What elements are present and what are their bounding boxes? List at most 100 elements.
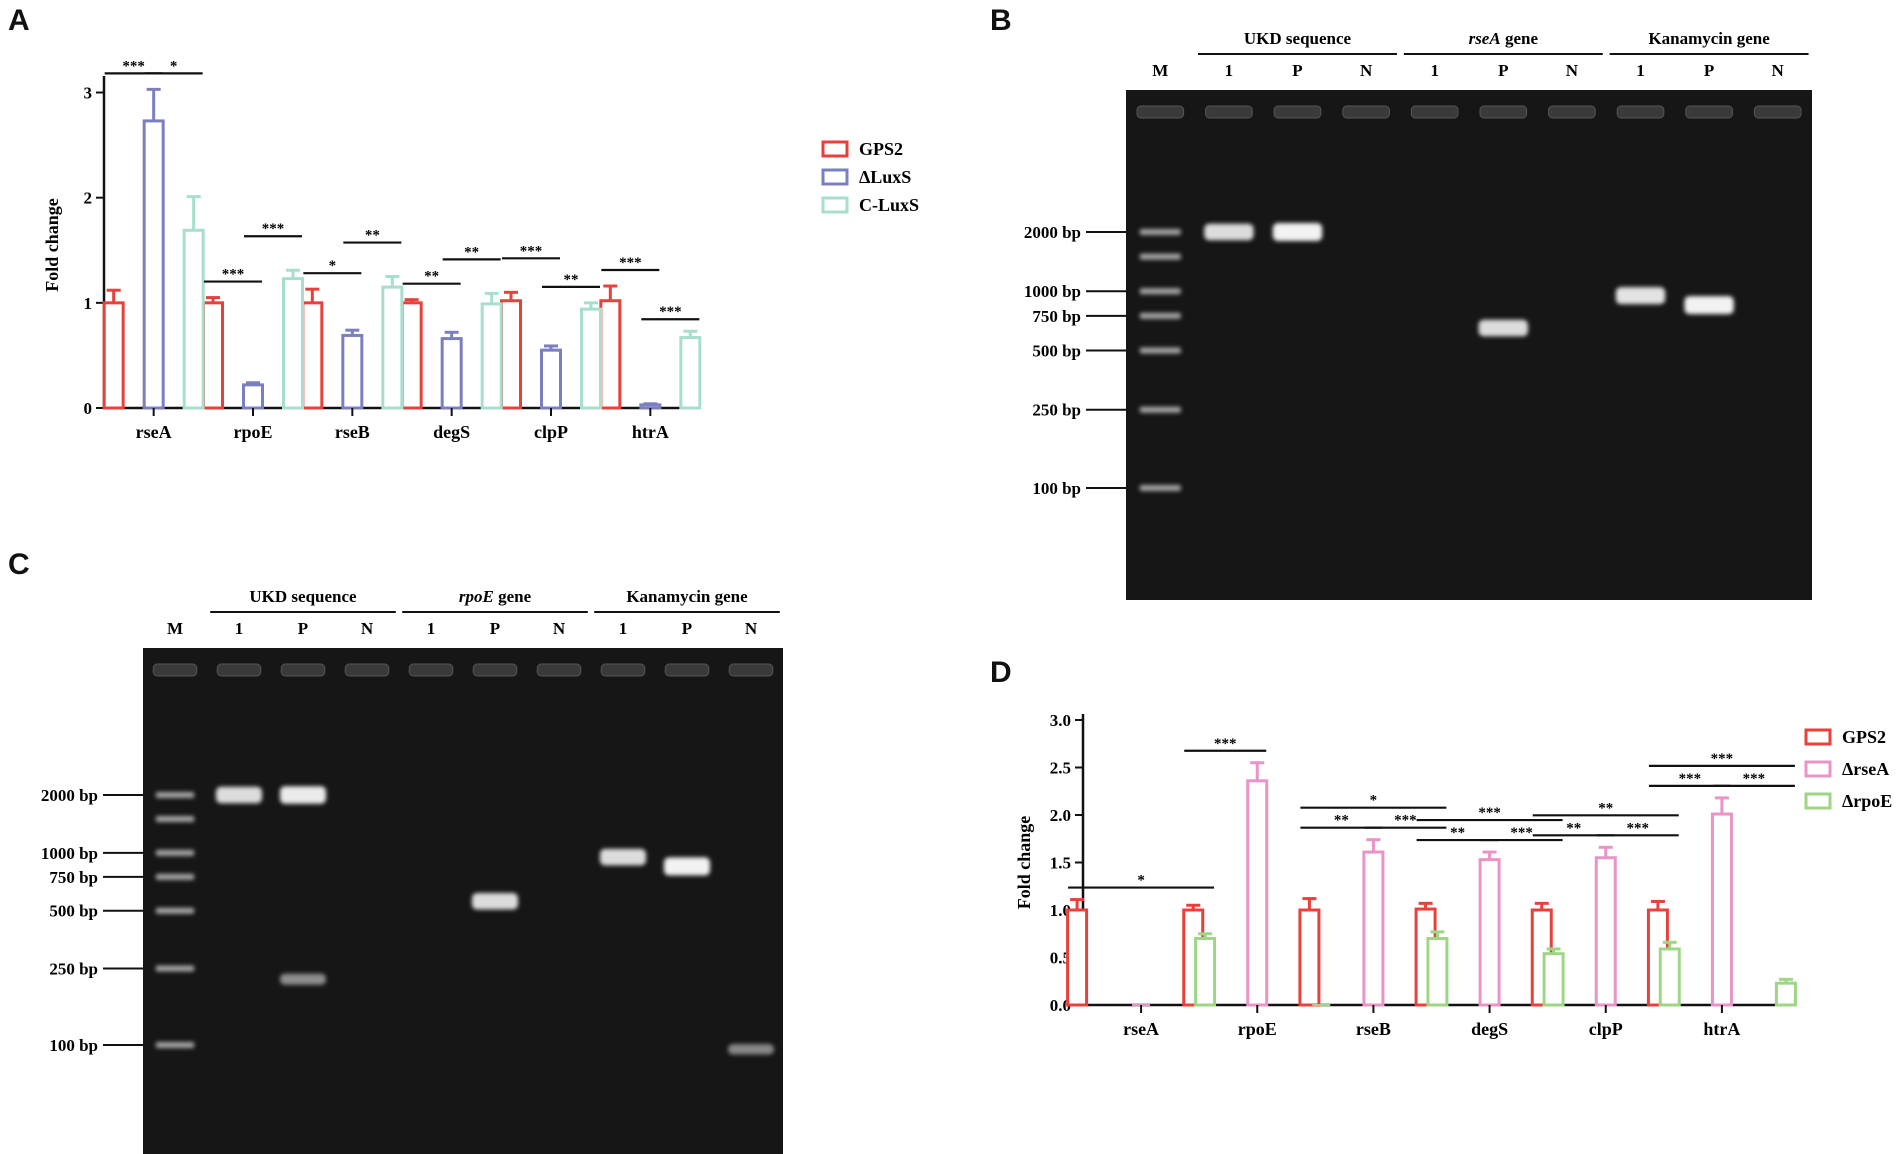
ladder-band bbox=[1139, 229, 1181, 235]
group-label: rseA gene bbox=[1469, 29, 1539, 48]
ladder-band bbox=[1139, 347, 1181, 354]
gel-background bbox=[143, 648, 783, 1154]
lane-label: P bbox=[1704, 61, 1714, 80]
legend-label: GPS2 bbox=[1842, 727, 1886, 747]
lane-label: M bbox=[167, 619, 183, 638]
y-tick-label: 0 bbox=[84, 399, 93, 418]
significance-label: *** bbox=[1478, 805, 1501, 821]
y-tick-label: 1.0 bbox=[1050, 901, 1071, 920]
legend-swatch bbox=[1804, 760, 1832, 778]
gel-band bbox=[599, 848, 647, 866]
x-tick-label: clpP bbox=[534, 422, 568, 442]
gel-well bbox=[1616, 105, 1665, 119]
ladder-band bbox=[1139, 485, 1181, 491]
marker-label: 250 bp bbox=[49, 960, 98, 979]
lane-label: P bbox=[1498, 61, 1508, 80]
x-tick-label: rpoE bbox=[1238, 1019, 1277, 1039]
lane-label: 1 bbox=[619, 619, 628, 638]
group-label: rpoE gene bbox=[459, 587, 532, 606]
ladder-band bbox=[1139, 253, 1181, 260]
legend-label: ΔrpoE bbox=[1842, 791, 1892, 811]
ladder-band bbox=[155, 907, 195, 914]
ladder-band bbox=[1139, 312, 1181, 319]
legend-label: ΔrseA bbox=[1842, 759, 1889, 779]
x-tick-label: rseA bbox=[1123, 1019, 1159, 1039]
significance-label: *** bbox=[222, 267, 245, 283]
lane-label: 1 bbox=[1225, 61, 1234, 80]
ladder-band bbox=[1139, 406, 1181, 413]
significance-label: * bbox=[1370, 793, 1378, 809]
panel-label-c: C bbox=[8, 548, 30, 581]
significance-label: ** bbox=[424, 269, 439, 285]
x-tick-label: rseB bbox=[1356, 1019, 1391, 1039]
gel-band bbox=[279, 786, 327, 804]
x-tick-label: rpoE bbox=[233, 422, 272, 442]
y-tick-label: 2 bbox=[84, 189, 93, 208]
marker-label: 500 bp bbox=[1032, 341, 1081, 360]
lane-label: 1 bbox=[1430, 61, 1439, 80]
gel-well bbox=[152, 663, 198, 677]
gel-well bbox=[664, 663, 710, 677]
gel-well bbox=[1342, 105, 1390, 119]
panel-label-d: D bbox=[990, 656, 1012, 689]
lane-label: N bbox=[1566, 61, 1579, 80]
gel-band bbox=[1272, 223, 1323, 241]
gel-well bbox=[536, 663, 582, 677]
gel-well bbox=[280, 663, 326, 677]
ladder-band bbox=[155, 965, 195, 972]
gel-well bbox=[408, 663, 454, 677]
significance-label: *** bbox=[1711, 751, 1734, 767]
y-tick-label: 2.5 bbox=[1050, 759, 1071, 778]
y-tick-label: 3.0 bbox=[1050, 711, 1071, 730]
significance-label: * bbox=[329, 258, 337, 274]
y-tick-label: 2.0 bbox=[1050, 806, 1071, 825]
marker-label: 100 bp bbox=[49, 1036, 98, 1055]
ladder-band bbox=[155, 792, 195, 798]
lane-label: P bbox=[490, 619, 500, 638]
lane-label: 1 bbox=[427, 619, 436, 638]
marker-label: 2000 bp bbox=[1024, 223, 1081, 242]
gel-band bbox=[279, 973, 327, 985]
lane-label: P bbox=[298, 619, 308, 638]
gel-band bbox=[727, 1044, 775, 1055]
legend-swatch bbox=[1804, 792, 1832, 810]
lane-label: P bbox=[682, 619, 692, 638]
gel-band bbox=[1478, 319, 1528, 337]
gel-band bbox=[663, 857, 711, 876]
group-label: UKD sequence bbox=[1244, 29, 1352, 48]
ladder-band bbox=[155, 873, 195, 880]
significance-label: *** bbox=[1214, 736, 1237, 752]
lane-label: M bbox=[1152, 61, 1168, 80]
significance-label: *** bbox=[1743, 771, 1766, 787]
x-tick-label: degS bbox=[1471, 1019, 1508, 1039]
x-tick-label: rseB bbox=[335, 422, 370, 442]
significance-label: *** bbox=[1679, 771, 1702, 787]
lane-label: N bbox=[1772, 61, 1785, 80]
x-tick-label: rseA bbox=[136, 422, 172, 442]
significance-label: *** bbox=[520, 243, 543, 259]
significance-label: *** bbox=[1510, 825, 1533, 841]
lane-label: 1 bbox=[235, 619, 244, 638]
y-tick-label: 1 bbox=[84, 294, 93, 313]
legend-swatch bbox=[821, 140, 849, 158]
ladder-band bbox=[155, 1042, 195, 1048]
legend-swatch bbox=[821, 168, 849, 186]
ladder-band bbox=[155, 849, 195, 856]
marker-label: 750 bp bbox=[1032, 307, 1081, 326]
significance-label: ** bbox=[1334, 813, 1349, 829]
significance-label: * bbox=[170, 58, 178, 74]
gel-well bbox=[728, 663, 774, 677]
significance-label: ** bbox=[464, 244, 479, 260]
significance-label: *** bbox=[122, 58, 145, 74]
legend-swatch bbox=[1804, 728, 1832, 746]
marker-label: 500 bp bbox=[49, 902, 98, 921]
gel-well bbox=[1753, 105, 1802, 119]
significance-label: *** bbox=[1394, 813, 1417, 829]
gel-well bbox=[1273, 105, 1322, 119]
gel-well bbox=[216, 663, 262, 677]
x-tick-label: clpP bbox=[1589, 1019, 1623, 1039]
gel-well bbox=[472, 663, 518, 677]
